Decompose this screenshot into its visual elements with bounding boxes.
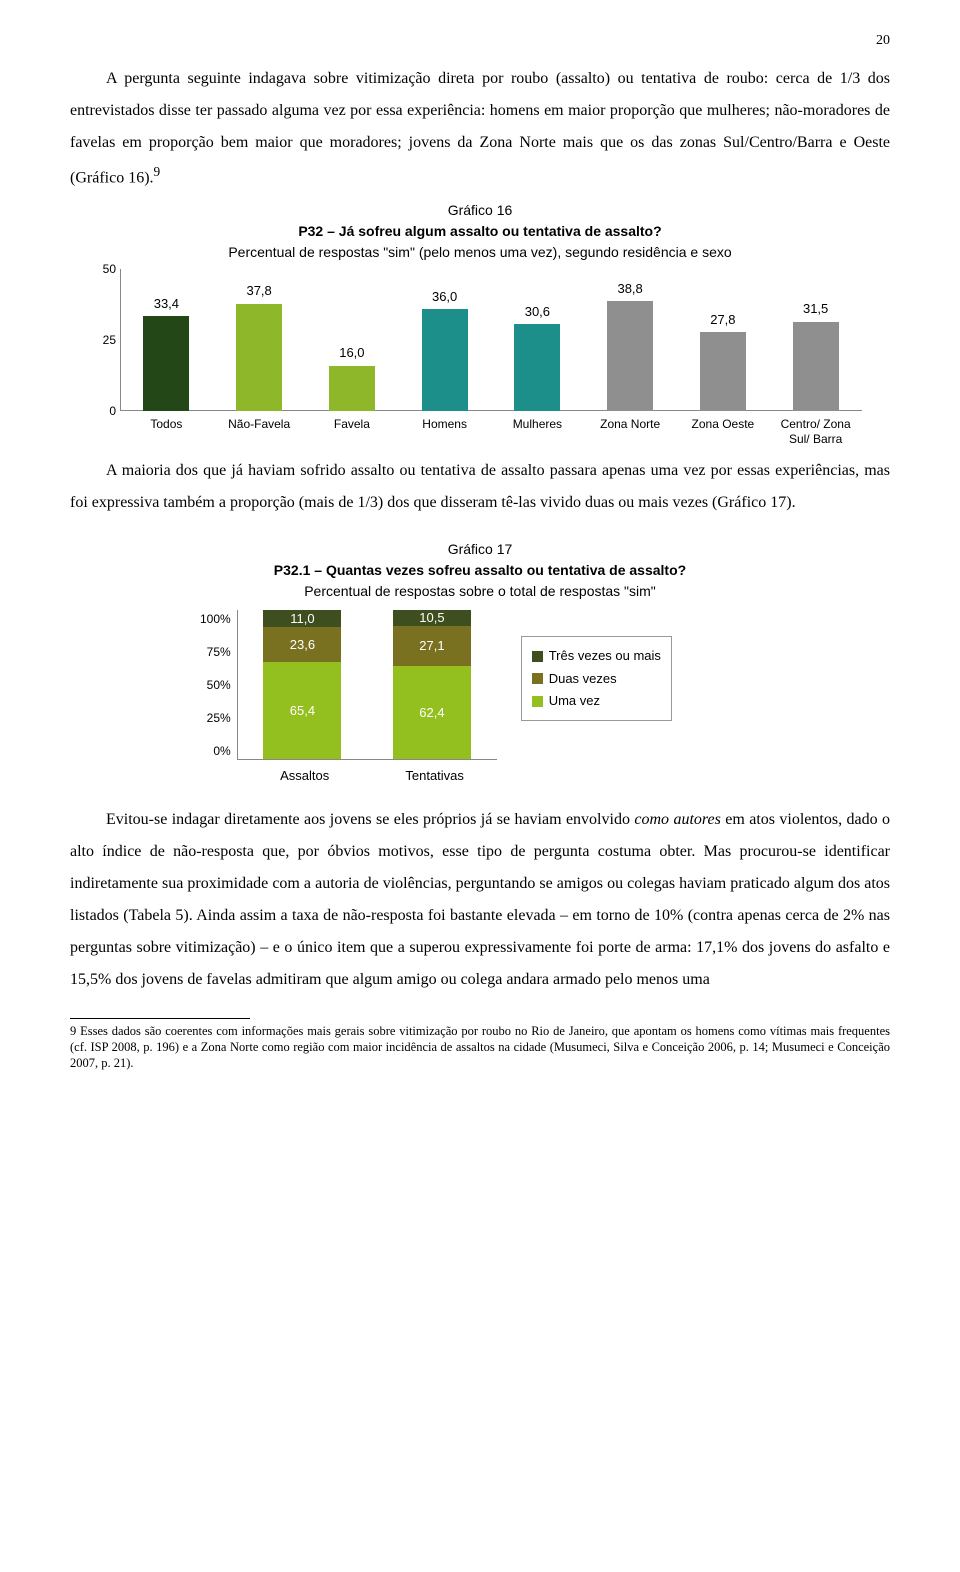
chart16-title-line3: Percentual de respostas "sim" (pelo meno… <box>70 242 890 263</box>
chart17-segment: 27,1 <box>393 626 471 666</box>
chart16-plot: 33,4 37,8 16,0 36,0 30,6 38,8 27,8 31,5 <box>120 269 862 411</box>
chart16-bar-value: 33,4 <box>154 294 179 314</box>
chart17-category-label: Tentativas <box>405 766 464 786</box>
chart16-bar-value: 16,0 <box>339 343 364 363</box>
chart17-title-line3: Percentual de respostas sobre o total de… <box>70 581 890 602</box>
footnote-separator <box>70 1018 250 1019</box>
chart16-ytick: 50 <box>90 260 116 278</box>
chart16: 33,437,816,036,030,638,827,831,5 50250 T… <box>90 269 870 439</box>
chart17-legend-label: Uma vez <box>549 691 600 711</box>
chart16-bar: 36,0 <box>422 309 468 411</box>
chart17: 100% 75% 50% 25% 0% 11,023,665,4 10,527,162,4… <box>200 610 760 786</box>
chart17-column: 11,023,665,4 <box>263 610 341 759</box>
chart17-ytick: 100% <box>200 610 231 628</box>
chart16-bar: 37,8 <box>236 304 282 411</box>
chart17-legend-item: Duas vezes <box>532 669 661 689</box>
chart16-bar-value: 38,8 <box>617 279 642 299</box>
chart17-ytick: 0% <box>200 742 231 760</box>
footnote-9: 9 Esses dados são coerentes com informaç… <box>70 1023 890 1072</box>
chart17-legend-item: Três vezes ou mais <box>532 646 661 666</box>
chart16-category-label: Mulheres <box>492 417 582 431</box>
chart16-category-label: Todos <box>121 417 211 431</box>
chart17-column: 10,527,162,4 <box>393 610 471 759</box>
chart16-ytick: 25 <box>90 331 116 349</box>
chart16-bar-value: 31,5 <box>803 299 828 319</box>
chart17-segment: 65,4 <box>263 662 341 759</box>
chart16-category-label: Homens <box>400 417 490 431</box>
chart16-bar: 30,6 <box>514 324 560 411</box>
chart17-ytick: 75% <box>200 643 231 661</box>
chart16-bar-value: 37,8 <box>246 281 271 301</box>
chart17-legend-label: Três vezes ou mais <box>549 646 661 666</box>
chart17-legend-swatch <box>532 673 543 684</box>
chart16-title-line1: Gráfico 16 <box>70 200 890 221</box>
page-number: 20 <box>70 30 890 51</box>
chart17-ytick: 25% <box>200 709 231 727</box>
paragraph-3: Evitou-se indagar diretamente aos jovens… <box>70 804 890 996</box>
paragraph-1: A pergunta seguinte indagava sobre vitim… <box>70 63 890 194</box>
chart17-legend-swatch <box>532 696 543 707</box>
chart17-segment: 10,5 <box>393 610 471 626</box>
paragraph-3-italic: como autores <box>634 811 720 828</box>
chart17-categories: Assaltos Tentativas <box>242 766 502 786</box>
paragraph-3-post: em atos violentos, dado o alto índice de… <box>70 811 890 988</box>
chart16-bar: 31,5 <box>793 322 839 411</box>
chart17-legend-label: Duas vezes <box>549 669 617 689</box>
chart17-legend-swatch <box>532 651 543 662</box>
paragraph-2: A maioria dos que já haviam sofrido assa… <box>70 455 890 519</box>
chart16-title-line2: P32 – Já sofreu algum assalto ou tentati… <box>70 221 890 242</box>
chart16-category-label: Zona Oeste <box>678 417 768 431</box>
chart16-bar: 33,4 <box>143 316 189 411</box>
chart16-bar: 38,8 <box>607 301 653 411</box>
chart16-bar: 16,0 <box>329 366 375 411</box>
chart17-ytick: 50% <box>200 676 231 694</box>
chart16-bar-value: 30,6 <box>525 302 550 322</box>
chart17-title-line1: Gráfico 17 <box>70 539 890 560</box>
chart16-bar-value: 27,8 <box>710 310 735 330</box>
chart16-ytick: 0 <box>90 402 116 420</box>
chart16-category-label: Centro/ Zona Sul/ Barra <box>771 417 861 446</box>
chart17-legend: Três vezes ou mais Duas vezesUma vez <box>521 636 672 721</box>
chart16-category-label: Zona Norte <box>585 417 675 431</box>
paragraph-1-text: A pergunta seguinte indagava sobre vitim… <box>70 70 890 186</box>
paragraph-3-pre: Evitou-se indagar diretamente aos jovens… <box>106 811 634 828</box>
chart17-segment: 11,0 <box>263 610 341 626</box>
chart17-segment: 62,4 <box>393 666 471 759</box>
chart17-yaxis: 100% 75% 50% 25% 0% <box>200 610 237 760</box>
footnote-ref-9: 9 <box>154 164 161 179</box>
chart17-segment: 23,6 <box>263 627 341 662</box>
chart17-title: Gráfico 17 P32.1 – Quantas vezes sofreu … <box>70 539 890 602</box>
chart17-title-line2: P32.1 – Quantas vezes sofreu assalto ou … <box>70 560 890 581</box>
chart17-category-label: Assaltos <box>280 766 329 786</box>
chart16-category-label: Não-Favela <box>214 417 304 431</box>
chart16-category-label: Favela <box>307 417 397 431</box>
chart16-bar: 27,8 <box>700 332 746 411</box>
chart17-legend-item: Uma vez <box>532 691 661 711</box>
chart16-bar-value: 36,0 <box>432 287 457 307</box>
chart17-plot: 11,023,665,4 10,527,162,4 <box>237 610 497 760</box>
chart16-title: Gráfico 16 P32 – Já sofreu algum assalto… <box>70 200 890 263</box>
